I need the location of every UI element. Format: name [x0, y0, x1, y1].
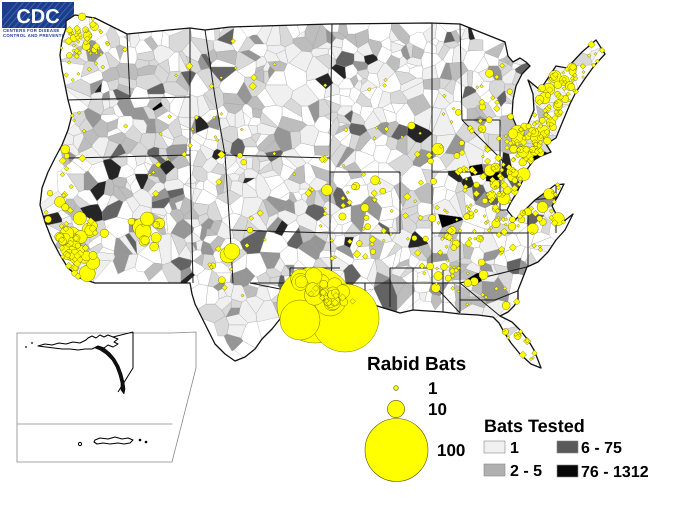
svg-text:Rabid Bats: Rabid Bats: [367, 354, 466, 375]
svg-text:6 - 75: 6 - 75: [581, 440, 622, 457]
svg-text:76 - 1312: 76 - 1312: [581, 464, 649, 481]
svg-text:10: 10: [428, 400, 447, 419]
svg-text:2 - 5: 2 - 5: [510, 463, 542, 480]
svg-text:Bats Tested: Bats Tested: [484, 416, 585, 436]
svg-text:1: 1: [428, 379, 437, 398]
svg-text:100: 100: [437, 441, 465, 460]
svg-text:1: 1: [510, 440, 519, 457]
